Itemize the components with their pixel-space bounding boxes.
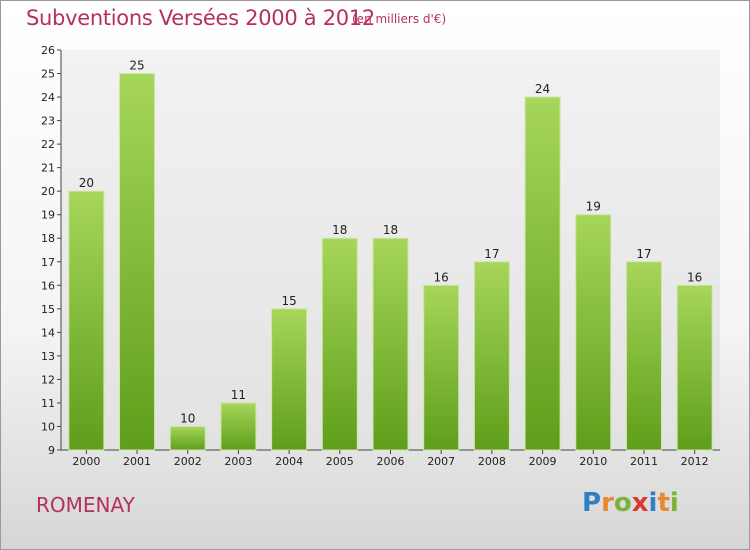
bar-value-label: 15 (281, 294, 296, 308)
y-tick-label: 22 (41, 138, 55, 151)
y-tick-label: 17 (41, 256, 55, 269)
bar-value-label: 18 (383, 223, 398, 237)
x-tick-label: 2008 (478, 455, 506, 468)
bar (676, 284, 713, 451)
bar (473, 261, 510, 451)
logo-letter: r (601, 488, 614, 518)
y-tick-label: 24 (41, 91, 55, 104)
bar-value-label: 20 (79, 176, 94, 190)
chart-title: Subventions Versées 2000 à 2012 (26, 6, 375, 30)
bar-value-label: 18 (332, 223, 347, 237)
bar-value-label: 10 (180, 411, 195, 425)
logo-letter: P (582, 488, 602, 518)
bar (625, 261, 662, 451)
logo-letter: o (613, 488, 632, 518)
y-tick-label: 25 (41, 68, 55, 81)
bar-value-label: 16 (687, 270, 702, 284)
x-tick-label: 2004 (275, 455, 303, 468)
y-tick-label: 10 (41, 420, 55, 433)
logo-letter: x (631, 488, 649, 518)
y-tick-label: 18 (41, 232, 55, 245)
x-tick-label: 2009 (529, 455, 557, 468)
bar (575, 214, 612, 451)
y-tick-label: 9 (48, 444, 55, 457)
x-tick-label: 2007 (427, 455, 455, 468)
bar-value-label: 16 (434, 270, 449, 284)
y-tick-label: 12 (41, 373, 55, 386)
bar (119, 73, 156, 451)
bar (524, 96, 561, 451)
bar-value-label: 17 (484, 247, 499, 261)
logo-letter: t (657, 488, 670, 518)
bar-value-label: 19 (586, 200, 601, 214)
y-tick-label: 13 (41, 350, 55, 363)
x-tick-label: 2011 (630, 455, 658, 468)
y-tick-label: 19 (41, 209, 55, 222)
chart-subtitle: (en milliers d'€) (352, 12, 447, 26)
y-tick-label: 16 (41, 279, 55, 292)
town-name: ROMENAY (36, 493, 135, 517)
x-tick-label: 2005 (326, 455, 354, 468)
x-tick-label: 2000 (72, 455, 100, 468)
y-tick-label: 21 (41, 162, 55, 175)
x-tick-label: 2012 (681, 455, 709, 468)
y-tick-label: 20 (41, 185, 55, 198)
x-tick-label: 2002 (174, 455, 202, 468)
x-tick-label: 2006 (377, 455, 405, 468)
bar (321, 237, 358, 451)
y-tick-label: 11 (41, 397, 55, 410)
bar (372, 237, 409, 451)
logo-letter: i (669, 488, 679, 518)
bar-value-label: 24 (535, 82, 550, 96)
y-tick-label: 23 (41, 115, 55, 128)
logo-letter: i (648, 488, 658, 518)
y-tick-label: 15 (41, 303, 55, 316)
bar-value-label: 25 (129, 59, 144, 73)
bar (220, 402, 257, 451)
proxiti-logo: Proxiti (582, 488, 679, 518)
y-tick-label: 26 (41, 44, 55, 57)
x-tick-label: 2010 (579, 455, 607, 468)
bar-value-label: 17 (636, 247, 651, 261)
y-tick-label: 14 (41, 326, 55, 339)
bar (169, 425, 206, 451)
bar-value-label: 11 (231, 388, 246, 402)
bar (271, 308, 308, 451)
x-tick-label: 2003 (224, 455, 252, 468)
bar (68, 190, 105, 451)
bar (423, 284, 460, 451)
x-tick-label: 2001 (123, 455, 151, 468)
